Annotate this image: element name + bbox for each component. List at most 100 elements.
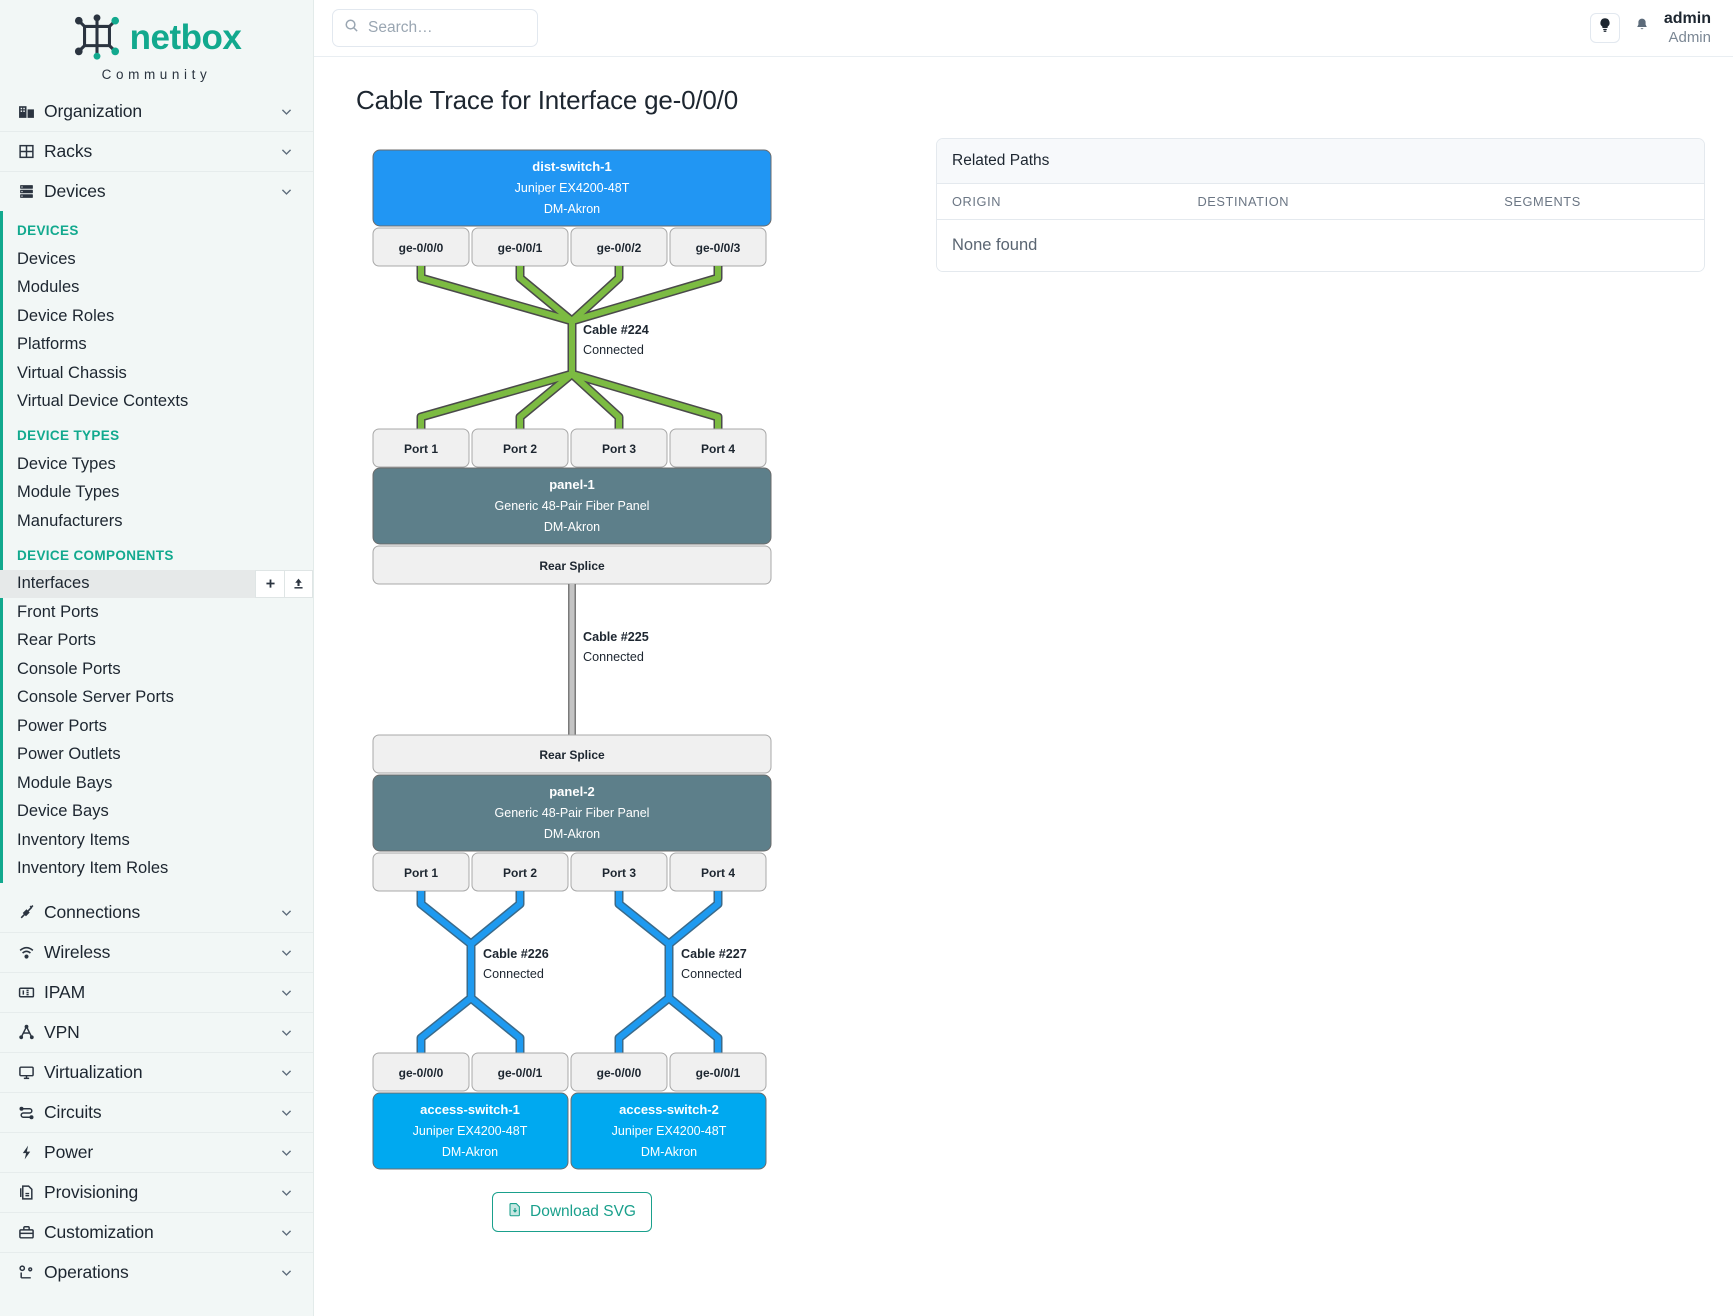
sidebar-item-device-roles[interactable]: Device Roles	[0, 302, 313, 331]
sidebar-item-inventory-item-roles[interactable]: Inventory Item Roles	[0, 855, 313, 884]
termination-label: ge-0/0/1	[696, 1066, 741, 1080]
sidebar-item-front-ports[interactable]: Front Ports	[0, 598, 313, 627]
sidebar-group-connections[interactable]: Connections	[0, 893, 313, 932]
search-icon	[344, 18, 359, 38]
trace-cable-224[interactable]: Cable #224 Connected	[416, 266, 723, 429]
download-svg-button[interactable]: Download SVG	[492, 1192, 652, 1232]
sidebar-item-platforms[interactable]: Platforms	[0, 331, 313, 360]
device-name: dist-switch-1	[532, 159, 611, 174]
nav-section-device-components: Device Components	[17, 547, 174, 563]
sidebar-item-device-types[interactable]: Device Types	[0, 450, 313, 479]
termination-label: ge-0/0/1	[498, 1066, 543, 1080]
sidebar-group-power[interactable]: Power	[0, 1133, 313, 1172]
sidebar-item-module-bays[interactable]: Module Bays	[0, 769, 313, 798]
sidebar-item-module-types[interactable]: Module Types	[0, 479, 313, 508]
search-box[interactable]	[332, 9, 538, 47]
sidebar-group-vpn[interactable]: VPN	[0, 1013, 313, 1052]
chevron-down-icon	[280, 906, 293, 919]
search-input[interactable]	[368, 19, 526, 37]
monitor-icon	[18, 1064, 44, 1081]
sidebar-item-console-server-ports[interactable]: Console Server Ports	[0, 684, 313, 713]
trace-terminations-panel1-front[interactable]: Port 1 Port 2 Port 3 Port 4	[372, 428, 767, 468]
sidebar-item-power-ports[interactable]: Power Ports	[0, 712, 313, 741]
termination-label: ge-0/0/1	[498, 241, 543, 255]
sidebar-item-label: Manufacturers	[17, 511, 123, 530]
trace-cable-226[interactable]: Cable #226 Connected	[416, 891, 549, 1053]
sidebar-group-customization[interactable]: Customization	[0, 1213, 313, 1252]
sidebar-group-provisioning[interactable]: Provisioning	[0, 1173, 313, 1212]
chevron-down-icon	[280, 1066, 293, 1079]
sidebar-group-label: Virtualization	[44, 1062, 143, 1082]
sidebar-item-rear-ports[interactable]: Rear Ports	[0, 627, 313, 656]
trace-terminations-access-interfaces[interactable]: ge-0/0/0 ge-0/0/1 ge-0/0/0 ge-0/0/1	[372, 1052, 767, 1092]
sidebar-item-virtual-device-contexts[interactable]: Virtual Device Contexts	[0, 388, 313, 417]
sidebar-group-organization[interactable]: Organization	[0, 92, 313, 131]
theme-toggle-button[interactable]	[1589, 12, 1620, 43]
sidebar-item-label: Module Bays	[17, 773, 113, 792]
chevron-down-icon	[280, 986, 293, 999]
sidebar-group-label: Power	[44, 1142, 94, 1162]
trace-terminations-dist-interfaces[interactable]: ge-0/0/0 ge-0/0/1 ge-0/0/2 ge-0/0/3	[372, 227, 767, 267]
sidebar-group-circuits[interactable]: Circuits	[0, 1093, 313, 1132]
termination-label: Port 3	[602, 866, 636, 880]
download-svg-wrap: Download SVG	[372, 1178, 772, 1232]
device-name: panel-1	[549, 477, 595, 492]
device-name: access-switch-1	[420, 1102, 520, 1117]
cable-label: Cable #224	[583, 323, 649, 337]
chevron-down-icon	[280, 1266, 293, 1279]
termination-label: ge-0/0/0	[399, 1066, 444, 1080]
device-site: DM-Akron	[442, 1145, 498, 1159]
trace-termination-panel1-rear[interactable]: Rear Splice	[372, 545, 772, 585]
trace-node-access-switch-1[interactable]: access-switch-1 Juniper EX4200-48T DM-Ak…	[372, 1092, 569, 1170]
sidebar-group-operations[interactable]: Operations	[0, 1253, 313, 1292]
sidebar-item-label: Front Ports	[17, 602, 99, 621]
termination-label: ge-0/0/3	[696, 241, 741, 255]
sidebar-item-label: Inventory Item Roles	[17, 859, 169, 878]
sidebar-item-manufacturers[interactable]: Manufacturers	[0, 507, 313, 536]
sidebar-item-interfaces[interactable]: Interfaces	[0, 569, 313, 598]
sidebar-item-label: Power Ports	[17, 716, 107, 735]
notifications-button[interactable]	[1634, 17, 1650, 38]
trace-cable-227[interactable]: Cable #227 Connected	[614, 891, 747, 1053]
cable-trace-panel: .nt { font-family: "Liberation Sans", sa…	[314, 138, 914, 1232]
device-site: DM-Akron	[544, 827, 600, 841]
trace-node-access-switch-2[interactable]: access-switch-2 Juniper EX4200-48T DM-Ak…	[570, 1092, 767, 1170]
user-menu[interactable]: admin Admin	[1664, 10, 1711, 46]
sidebar-item-inventory-items[interactable]: Inventory Items	[0, 826, 313, 855]
sidebar-group-devices[interactable]: Devices	[0, 172, 313, 211]
related-paths-card: Related Paths ORIGIN DESTINATION SEGMENT…	[936, 138, 1705, 272]
sidebar-item-device-bays[interactable]: Device Bays	[0, 798, 313, 827]
sidebar-item-console-ports[interactable]: Console Ports	[0, 655, 313, 684]
trace-cable-225[interactable]: Cable #225 Connected	[568, 584, 649, 735]
sidebar-item-power-outlets[interactable]: Power Outlets	[0, 741, 313, 770]
trace-termination-panel2-rear[interactable]: Rear Splice	[372, 734, 772, 774]
sidebar-group-ipam[interactable]: IPAM	[0, 973, 313, 1012]
sidebar-item-virtual-chassis[interactable]: Virtual Chassis	[0, 359, 313, 388]
sidebar-group-racks[interactable]: Racks	[0, 132, 313, 171]
sidebar-group-virtualization[interactable]: Virtualization	[0, 1053, 313, 1092]
sidebar-item-modules[interactable]: Modules	[0, 274, 313, 303]
cable-trace-diagram[interactable]: .nt { font-family: "Liberation Sans", sa…	[372, 138, 772, 1178]
column-header-destination[interactable]: DESTINATION	[1182, 184, 1490, 220]
trace-terminations-panel2-front[interactable]: Port 1 Port 2 Port 3 Port 4	[372, 852, 767, 892]
sidebar-item-label: Modules	[17, 278, 80, 297]
brand[interactable]: netbox Community	[0, 0, 313, 92]
sidebar-group-wireless[interactable]: Wireless	[0, 933, 313, 972]
server-icon	[18, 183, 44, 200]
column-header-origin[interactable]: ORIGIN	[937, 184, 1183, 220]
termination-label: Port 4	[701, 442, 735, 456]
sidebar-item-label: Device Roles	[17, 306, 115, 325]
sidebar-group-label: VPN	[44, 1022, 80, 1042]
trace-node-panel-2[interactable]: panel-2 Generic 48-Pair Fiber Panel DM-A…	[372, 774, 772, 852]
column-header-segments[interactable]: SEGMENTS	[1489, 184, 1704, 220]
sidebar-item-devices[interactable]: Devices	[0, 245, 313, 274]
import-interfaces-button[interactable]	[284, 569, 313, 598]
add-interface-button[interactable]	[255, 569, 284, 598]
trace-node-dist-switch-1[interactable]: dist-switch-1 Juniper EX4200-48T DM-Akro…	[372, 149, 772, 227]
chevron-down-icon	[280, 1106, 293, 1119]
rack-icon	[18, 143, 44, 160]
plug-icon	[18, 904, 44, 921]
chevron-down-icon	[280, 1226, 293, 1239]
vpn-icon	[18, 1024, 44, 1041]
trace-node-panel-1[interactable]: panel-1 Generic 48-Pair Fiber Panel DM-A…	[372, 467, 772, 545]
